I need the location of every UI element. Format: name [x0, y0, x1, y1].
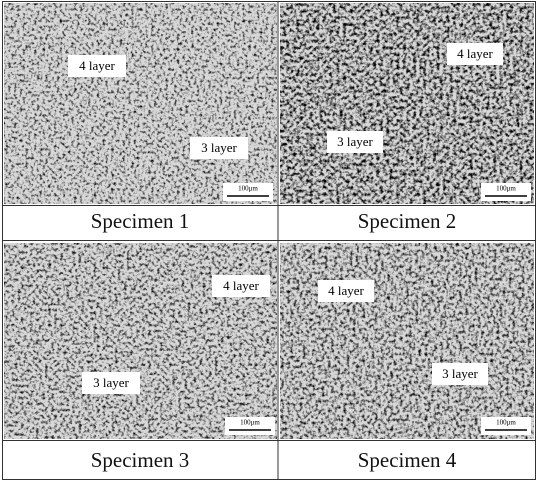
scale-label: 100μm [496, 419, 516, 427]
layer-label: 4 layer [223, 278, 259, 293]
panel: 4 layer 3 layer 100μm Specimen 3 [4, 243, 277, 472]
layer-label: 3 layer [93, 375, 129, 390]
figure: 4 layer 3 layer 100μm Specimen 1 4 layer 3 la… [0, 0, 538, 481]
scale-label: 100μm [496, 185, 516, 193]
panel: 4 layer 3 layer 100μm Specimen 2 [280, 3, 534, 233]
caption: Specimen 1 [91, 209, 190, 233]
micrograph [4, 3, 277, 204]
caption: Specimen 3 [91, 448, 190, 472]
layer-label: 3 layer [442, 366, 478, 381]
layer-label: 4 layer [328, 283, 364, 298]
caption: Specimen 2 [358, 209, 457, 233]
layer-label: 4 layer [79, 58, 115, 73]
micrograph [280, 3, 534, 204]
panel: 4 layer 3 layer 100μm Specimen 4 [280, 243, 534, 472]
layer-label: 3 layer [201, 140, 237, 155]
panel: 4 layer 3 layer 100μm Specimen 1 [4, 3, 277, 233]
caption: Specimen 4 [358, 448, 457, 472]
micrograph [280, 243, 534, 439]
scale-label: 100μm [240, 419, 260, 427]
micrograph [4, 243, 277, 439]
layer-label: 4 layer [457, 46, 493, 61]
layer-label: 3 layer [337, 134, 373, 149]
scale-label: 100μm [238, 185, 258, 193]
